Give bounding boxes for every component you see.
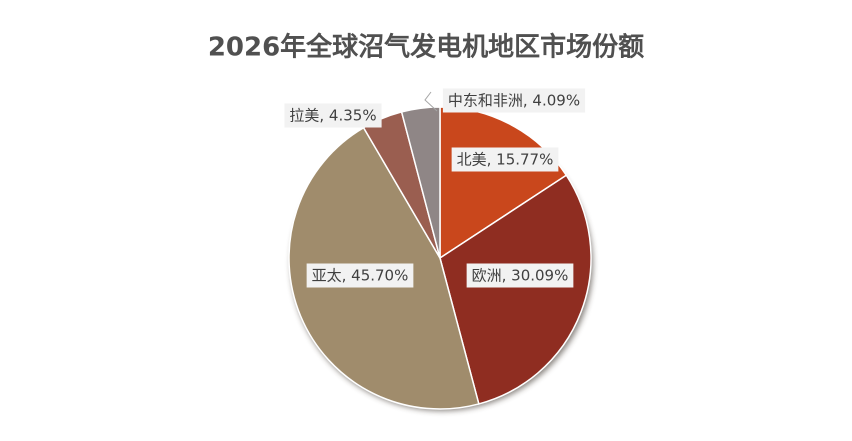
chart-title: 2026年全球沼气发电机地区市场份额	[208, 32, 644, 63]
label-background	[306, 263, 414, 288]
label-background	[284, 103, 382, 128]
data-label: 中东和非洲, 4.09%	[448, 92, 580, 110]
data-label: 欧洲, 30.09%	[472, 267, 569, 285]
labels: 北美, 15.77% 欧洲, 30.09% 亚太, 45.70% 拉美, 4.35% 中…	[284, 88, 586, 288]
data-label: 北美, 15.77%	[457, 151, 554, 169]
label-background	[466, 263, 574, 288]
label-background	[442, 88, 586, 113]
pie-slice	[439, 174, 592, 405]
leader-line	[424, 91, 438, 112]
label-background	[451, 147, 559, 172]
data-label: 拉美, 4.35%	[289, 107, 376, 125]
pie-slice	[400, 106, 441, 259]
data-label: 亚太, 45.70%	[312, 267, 409, 285]
